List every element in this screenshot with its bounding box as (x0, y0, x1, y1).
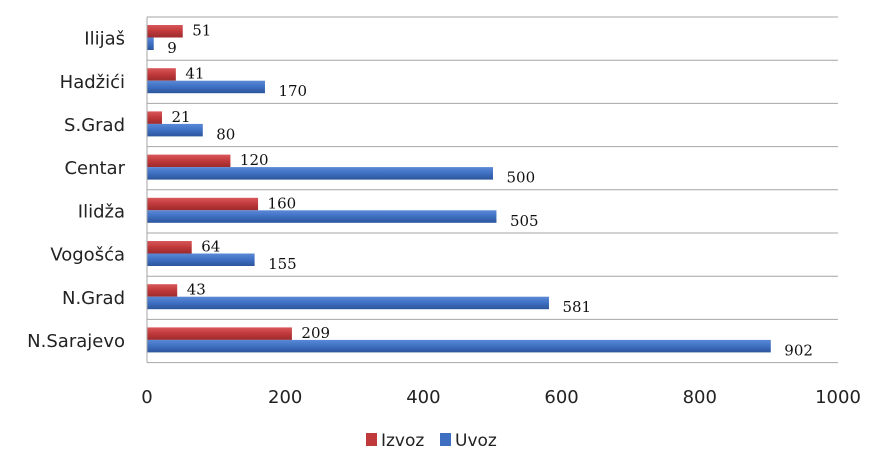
bar-izvoz-2 (147, 68, 176, 81)
legend: Izvoz Uvoz (366, 431, 497, 451)
data-label-izvoz-8: 209 (301, 324, 330, 342)
category-label: N.Sarajevo (27, 331, 125, 352)
data-label-uvoz-3: 80 (216, 125, 235, 143)
data-label-izvoz-1: 51 (192, 22, 211, 40)
data-label-izvoz-6: 64 (201, 238, 220, 256)
data-label-izvoz-7: 43 (187, 281, 206, 299)
data-label-uvoz-2: 170 (278, 82, 307, 100)
x-axis-ticks: 0 200 400 600 800 1000 (141, 387, 861, 408)
x-tick-label: 200 (268, 387, 302, 408)
data-label-uvoz-7: 581 (562, 298, 591, 316)
data-label-izvoz-5: 160 (268, 194, 297, 212)
category-label: N.Grad (62, 288, 125, 309)
legend-swatch-uvoz (440, 433, 451, 446)
data-label-uvoz-6: 155 (268, 255, 297, 273)
bar-izvoz-8 (147, 327, 292, 340)
x-tick-label: 600 (544, 387, 578, 408)
data-label-izvoz-2: 41 (185, 65, 204, 83)
bar-izvoz-1 (147, 25, 183, 38)
data-label-uvoz-1: 9 (167, 39, 177, 57)
data-label-uvoz-5: 505 (510, 212, 539, 230)
category-label: Centar (64, 158, 125, 179)
bar-izvoz-6 (147, 241, 192, 254)
data-label-uvoz-8: 902 (784, 341, 813, 359)
data-label-izvoz-4: 120 (240, 151, 269, 169)
bar-izvoz-3 (147, 111, 163, 124)
x-tick-label: 400 (406, 387, 440, 408)
bar-izvoz-5 (147, 197, 259, 211)
data-label-uvoz-4: 500 (507, 169, 536, 187)
data-labels: 51 9 41 170 21 80 120 500 160 505 64 155 43 581 209 902 (167, 22, 813, 360)
bar-uvoz-4 (147, 167, 493, 180)
data-label-izvoz-3: 21 (172, 108, 191, 126)
category-label: Ilidža (78, 201, 125, 222)
bar-uvoz-5 (147, 210, 497, 223)
category-labels: Ilijaš Hadžići S.Grad Centar Ilidža Vogošća N.… (27, 29, 125, 352)
legend-label-izvoz: Izvoz (381, 431, 424, 451)
category-label: S.Grad (64, 115, 125, 136)
bar-uvoz-1 (147, 37, 154, 50)
x-tick-label: 1000 (815, 387, 861, 408)
category-label: Hadžići (60, 72, 125, 93)
category-label: Vogošća (50, 245, 125, 266)
bar-uvoz-7 (147, 296, 549, 310)
bar-izvoz-4 (147, 154, 231, 168)
bar-uvoz-3 (147, 123, 203, 137)
x-tick-label: 0 (141, 387, 152, 408)
bar-uvoz-6 (147, 253, 255, 266)
legend-label-uvoz: Uvoz (455, 431, 497, 451)
gridlines (146, 16, 838, 364)
legend-swatch-izvoz (366, 433, 377, 446)
bar-uvoz-8 (147, 339, 771, 353)
bar-uvoz-2 (147, 80, 265, 94)
bars (147, 25, 771, 353)
category-label: Ilijaš (84, 29, 125, 50)
x-tick-label: 800 (683, 387, 717, 408)
bar-izvoz-7 (147, 284, 178, 297)
